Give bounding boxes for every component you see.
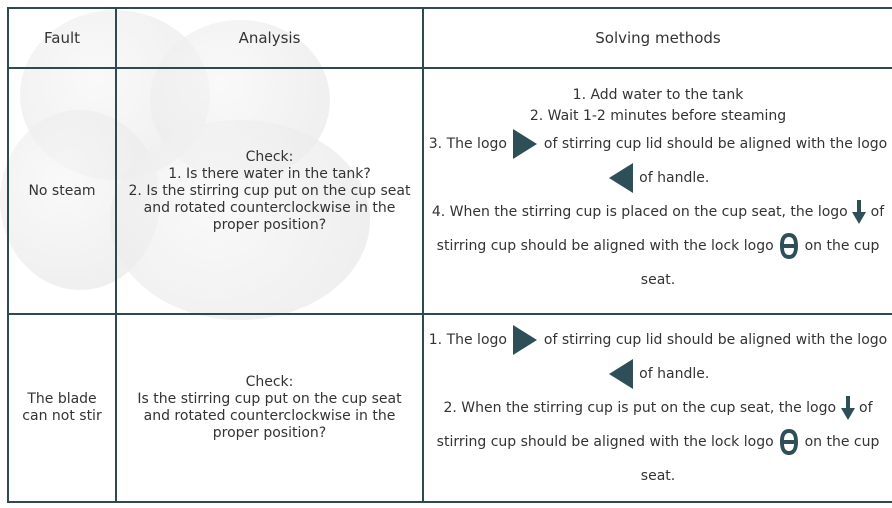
fault-cell: No steam [7, 67, 117, 315]
left-triangle-icon [608, 359, 633, 389]
solution-text: of stirring cup should be aligned with t… [436, 400, 873, 450]
solution-text: of handle. [639, 170, 710, 186]
lock-icon [780, 429, 799, 455]
down-arrow-icon [840, 396, 855, 420]
analysis-cell: Check: Is the stirring cup put on the cu… [115, 313, 424, 503]
solution-cell: 1. Add water to the tank 2. Wait 1-2 min… [422, 67, 892, 315]
header-cell: Solving methods [422, 7, 892, 69]
fault-cell: The blade can not stir [7, 313, 117, 503]
solution-step: 1. Add water to the tank [426, 85, 890, 106]
solution-step: 2. When the stirring cup is put on the c… [426, 391, 890, 493]
analysis-line: 1. Is there water in the tank? [168, 165, 371, 182]
solution-text: 1. The logo [428, 332, 507, 348]
solution-text: on the cup seat. [640, 434, 880, 484]
left-triangle-icon [608, 163, 633, 193]
right-triangle-icon [513, 129, 538, 159]
solution-text: 1. Add water to the tank [572, 87, 744, 103]
right-triangle-icon [513, 325, 538, 355]
solution-text: of handle. [639, 366, 710, 382]
analysis-line: Check: [245, 148, 294, 165]
table-row: The blade can not stir Check: Is the sti… [7, 313, 892, 503]
analysis-cell: Check: 1. Is there water in the tank? 2.… [115, 67, 424, 315]
header-cell: Analysis [115, 7, 424, 69]
analysis-line: 2. Is the stirring cup put on the cup se… [128, 182, 411, 233]
lock-icon [780, 233, 799, 259]
solution-text: on the cup seat. [640, 238, 880, 288]
solution-step: 4. When the stirring cup is placed on th… [426, 195, 890, 297]
solution-cell: 1. The logo of stirring cup lid should b… [422, 313, 892, 503]
solution-text: of stirring cup should be aligned with t… [436, 204, 885, 254]
solution-text: 4. When the stirring cup is placed on th… [431, 204, 848, 220]
header-cell: Fault [7, 7, 117, 69]
down-arrow-icon [852, 200, 867, 224]
solution-text: of stirring cup lid should be aligned wi… [543, 332, 888, 348]
analysis-line: Check: [245, 374, 294, 390]
solution-text: 2. Wait 1-2 minutes before steaming [529, 108, 787, 124]
table-row: No steam Check: 1. Is there water in the… [7, 67, 892, 315]
solution-text: 3. The logo [428, 136, 507, 152]
analysis-line: Is the stirring cup put on the cup seat … [137, 391, 402, 441]
solution-step: 1. The logo of stirring cup lid should b… [426, 323, 890, 391]
fault-table: Fault Analysis Solving methods No steam … [7, 7, 892, 503]
header-row: Fault Analysis Solving methods [7, 7, 892, 69]
solution-text: 2. When the stirring cup is put on the c… [443, 400, 837, 416]
solution-text: of stirring cup lid should be aligned wi… [543, 136, 888, 152]
solution-step: 3. The logo of stirring cup lid should b… [426, 127, 890, 195]
solution-step: 2. Wait 1-2 minutes before steaming [426, 106, 890, 127]
